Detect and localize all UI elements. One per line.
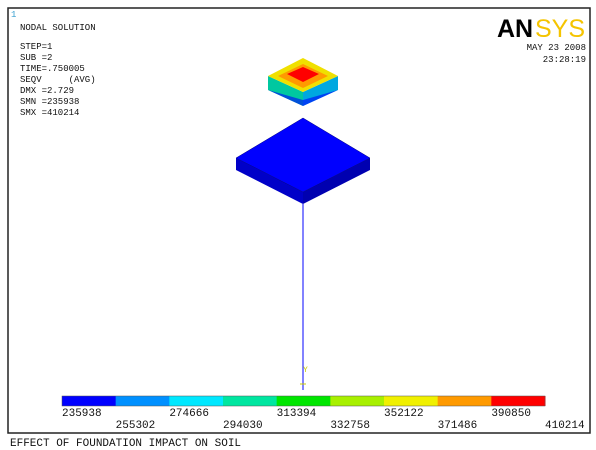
legend-label: 332758 (330, 420, 370, 432)
time: 23:28:19 (543, 55, 586, 65)
header-line: TIME=.750005 (20, 64, 85, 74)
plot-title: NODAL SOLUTION (20, 23, 96, 33)
legend-label: 313394 (277, 408, 317, 420)
legend-label: 294030 (223, 420, 263, 432)
legend-swatch (438, 396, 492, 406)
header-line: SMN =235938 (20, 97, 79, 107)
legend-swatch (116, 396, 170, 406)
window-number: 1 (11, 10, 16, 20)
legend-swatch (169, 396, 223, 406)
legend-swatch (384, 396, 438, 406)
legend-label: 410214 (545, 420, 585, 432)
legend-swatch (277, 396, 331, 406)
axis-triad: Y (303, 366, 308, 375)
header-line: DMX =2.729 (20, 86, 74, 96)
date: MAY 23 2008 (527, 43, 586, 53)
logo-an: AN (497, 15, 533, 43)
footer-title: EFFECT OF FOUNDATION IMPACT ON SOIL (10, 438, 241, 450)
header-line: SEQV (AVG) (20, 75, 96, 85)
logo-sys: SYS (535, 15, 585, 43)
legend-swatch (62, 396, 116, 406)
header-line: STEP=1 (20, 42, 52, 52)
header-line: SUB =2 (20, 53, 52, 63)
legend-label: 274666 (169, 408, 209, 420)
header-line: SMX =410214 (20, 108, 79, 118)
legend-label: 352122 (384, 408, 424, 420)
legend-label: 235938 (62, 408, 102, 420)
legend-swatch (223, 396, 277, 406)
ansys-window: 1 NODAL SOLUTION STEP=1SUB =2TIME=.75000… (0, 0, 596, 450)
legend-swatch (491, 396, 545, 406)
legend-label: 390850 (491, 408, 531, 420)
legend-label: 255302 (116, 420, 156, 432)
legend-label: 371486 (438, 420, 478, 432)
legend-swatch (330, 396, 384, 406)
